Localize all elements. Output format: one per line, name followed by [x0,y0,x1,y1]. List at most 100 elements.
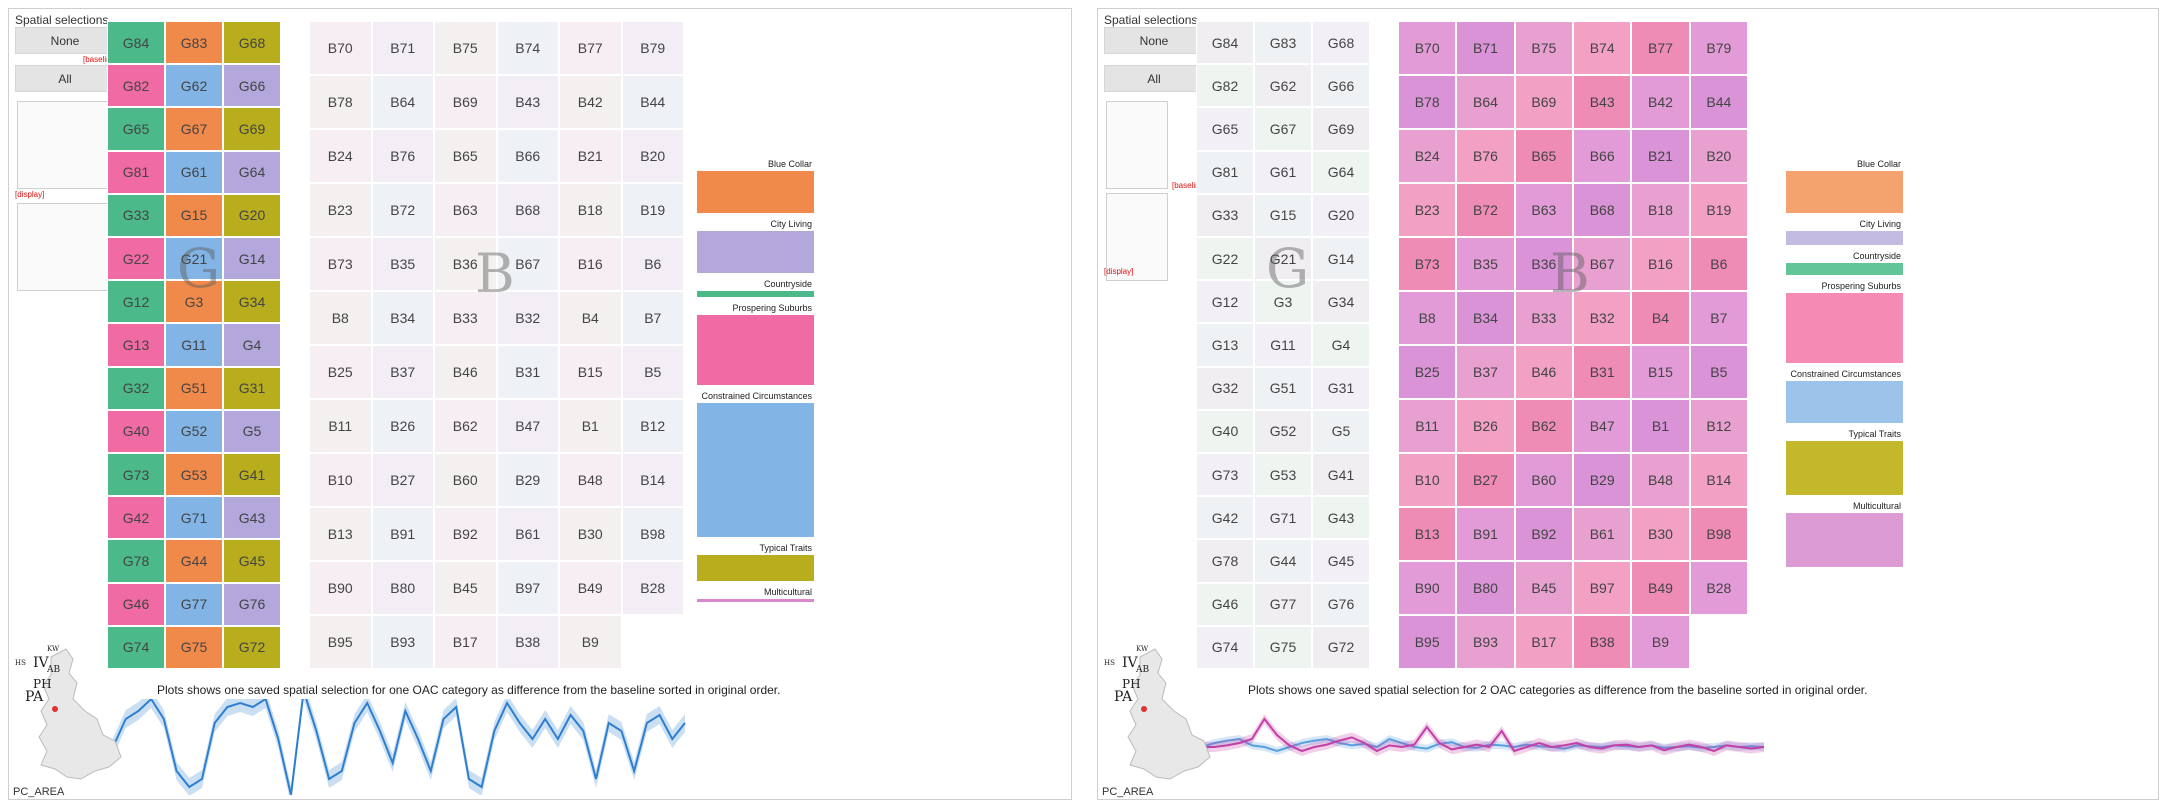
treemap-cell-b16[interactable]: B16 [1631,237,1690,291]
treemap-cell-g43[interactable]: G43 [1312,496,1370,540]
treemap-cell-g65[interactable]: G65 [1196,107,1254,151]
treemap-cell-g82[interactable]: G82 [107,64,165,108]
treemap-cell-b91[interactable]: B91 [1456,507,1515,561]
treemap-cell-g84[interactable]: G84 [107,21,165,65]
treemap-cell-b76[interactable]: B76 [371,129,434,183]
treemap-cell-b45[interactable]: B45 [1514,561,1573,615]
treemap-cell-b74[interactable]: B74 [1573,21,1632,75]
treemap-cell-g13[interactable]: G13 [1196,323,1254,367]
treemap-cell-b42[interactable]: B42 [559,75,622,129]
legend-bar[interactable] [1786,231,1903,245]
treemap-cell-b61[interactable]: B61 [496,507,559,561]
treemap-cell-b77[interactable]: B77 [559,21,622,75]
saved-selection-thumbnail[interactable] [17,101,117,189]
treemap-cell-b91[interactable]: B91 [371,507,434,561]
treemap-cell-b63[interactable]: B63 [434,183,497,237]
treemap-cell-g73[interactable]: G73 [107,453,165,497]
treemap-cell-g45[interactable]: G45 [223,539,281,583]
treemap-cell-b15[interactable]: B15 [1631,345,1690,399]
treemap-cell-g75[interactable]: G75 [165,625,223,669]
treemap-cell-g43[interactable]: G43 [223,496,281,540]
treemap-cell-g44[interactable]: G44 [165,539,223,583]
treemap-cell-g67[interactable]: G67 [1254,107,1312,151]
treemap-cell-g82[interactable]: G82 [1196,64,1254,108]
treemap-cell-b10[interactable]: B10 [1398,453,1457,507]
treemap-cell-b7[interactable]: B7 [621,291,684,345]
treemap-cell-g46[interactable]: G46 [1196,582,1254,626]
treemap-cell-b75[interactable]: B75 [434,21,497,75]
treemap-cell-b34[interactable]: B34 [371,291,434,345]
treemap-cell-b75[interactable]: B75 [1514,21,1573,75]
treemap-cell-b67[interactable]: B67 [1573,237,1632,291]
treemap-cell-b11[interactable]: B11 [1398,399,1457,453]
treemap-cell-b92[interactable]: B92 [1514,507,1573,561]
treemap-cell-b35[interactable]: B35 [1456,237,1515,291]
treemap-cell-g22[interactable]: G22 [1196,237,1254,281]
treemap-cell-g71[interactable]: G71 [165,496,223,540]
treemap-cell-b66[interactable]: B66 [496,129,559,183]
legend-bar[interactable] [697,315,814,385]
treemap-cell-b63[interactable]: B63 [1514,183,1573,237]
treemap-cell-b14[interactable]: B14 [621,453,684,507]
treemap-cell-b4[interactable]: B4 [559,291,622,345]
none-selection-button[interactable]: None [1104,27,1204,54]
treemap-cell-b98[interactable]: B98 [1689,507,1748,561]
treemap-cell-g42[interactable]: G42 [107,496,165,540]
treemap-cell-b38[interactable]: B38 [496,615,559,669]
postcode-area-map[interactable]: IV AB PH PA KW HS [1100,639,1230,797]
treemap-cell-g62[interactable]: G62 [165,64,223,108]
treemap-cell-g22[interactable]: G22 [107,237,165,281]
treemap-cell-b5[interactable]: B5 [621,345,684,399]
treemap-cell-g66[interactable]: G66 [223,64,281,108]
treemap-cell-b66[interactable]: B66 [1573,129,1632,183]
treemap-cell-g12[interactable]: G12 [1196,280,1254,324]
treemap-cell-b38[interactable]: B38 [1573,615,1632,669]
treemap-cell-b37[interactable]: B37 [1456,345,1515,399]
postcode-area-map[interactable]: IV AB PH PA KW HS [11,639,141,797]
treemap-cell-b71[interactable]: B71 [371,21,434,75]
treemap-cell-g32[interactable]: G32 [1196,366,1254,410]
treemap-cell-g61[interactable]: G61 [165,150,223,194]
treemap-cell-g5[interactable]: G5 [1312,409,1370,453]
treemap-cell-b30[interactable]: B30 [1631,507,1690,561]
treemap-cell-b65[interactable]: B65 [1514,129,1573,183]
treemap-cell-b17[interactable]: B17 [1514,615,1573,669]
treemap-cell-g53[interactable]: G53 [1254,453,1312,497]
treemap-cell-g14[interactable]: G14 [1312,237,1370,281]
treemap-cell-b17[interactable]: B17 [434,615,497,669]
treemap-cell-g77[interactable]: G77 [1254,582,1312,626]
treemap-cell-b76[interactable]: B76 [1456,129,1515,183]
treemap-cell-g21[interactable]: G21 [165,237,223,281]
treemap-cell-g72[interactable]: G72 [223,625,281,669]
treemap-cell-b6[interactable]: B6 [621,237,684,291]
treemap-cell-b36[interactable]: B36 [434,237,497,291]
treemap-cell-g76[interactable]: G76 [223,582,281,626]
treemap-cell-g51[interactable]: G51 [1254,366,1312,410]
treemap-cell-g45[interactable]: G45 [1312,539,1370,583]
treemap-cell-g32[interactable]: G32 [107,366,165,410]
treemap-cell-g44[interactable]: G44 [1254,539,1312,583]
treemap-cell-b30[interactable]: B30 [559,507,622,561]
treemap-cell-b47[interactable]: B47 [1573,399,1632,453]
treemap-cell-b95[interactable]: B95 [309,615,372,669]
treemap-cell-g34[interactable]: G34 [223,280,281,324]
treemap-cell-g3[interactable]: G3 [1254,280,1312,324]
all-selection-button[interactable]: All [1104,65,1204,92]
treemap-cell-b24[interactable]: B24 [1398,129,1457,183]
treemap-cell-b19[interactable]: B19 [1689,183,1748,237]
treemap-cell-b49[interactable]: B49 [559,561,622,615]
treemap-cell-b70[interactable]: B70 [309,21,372,75]
treemap-cell-b97[interactable]: B97 [496,561,559,615]
treemap-cell-b67[interactable]: B67 [496,237,559,291]
treemap-cell-b43[interactable]: B43 [1573,75,1632,129]
treemap-cell-g11[interactable]: G11 [165,323,223,367]
treemap-cell-b6[interactable]: B6 [1689,237,1748,291]
treemap-cell-b31[interactable]: B31 [496,345,559,399]
treemap-cell-g83[interactable]: G83 [1254,21,1312,65]
treemap-cell-g78[interactable]: G78 [107,539,165,583]
treemap-cell-b65[interactable]: B65 [434,129,497,183]
treemap-cell-g15[interactable]: G15 [165,193,223,237]
treemap-cell-g81[interactable]: G81 [107,150,165,194]
treemap-cell-g31[interactable]: G31 [1312,366,1370,410]
treemap-cell-b26[interactable]: B26 [371,399,434,453]
